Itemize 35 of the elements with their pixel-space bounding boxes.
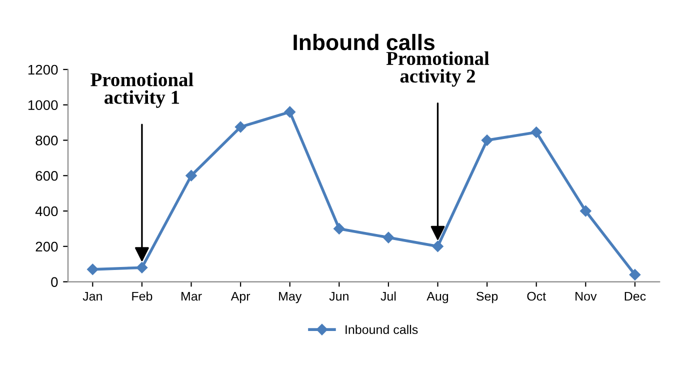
x-tick-label: Jul — [380, 292, 396, 301]
point — [87, 264, 98, 275]
point — [284, 106, 296, 118]
point — [186, 170, 197, 182]
x-tick-label: Jun — [329, 292, 348, 301]
point — [481, 134, 493, 146]
point — [234, 121, 246, 133]
annotation: Promotional activity 1 — [90, 72, 194, 108]
point — [530, 126, 542, 138]
x-tick-label: Aug — [426, 292, 448, 304]
x-tick-label: Mar — [182, 292, 202, 301]
x-tick-label: Nov — [576, 292, 597, 301]
x-tick-label: Sep — [476, 292, 498, 304]
point — [432, 240, 444, 252]
x-tick-label: Oct — [527, 292, 546, 301]
y-tick-label: 200 — [36, 242, 58, 252]
point — [382, 232, 394, 244]
x-tick-label: Feb — [132, 292, 152, 301]
y-tick-label: 0 — [51, 277, 58, 287]
y-tick-label: 1000 — [28, 100, 58, 110]
x-tick-label: Dec — [624, 292, 646, 301]
y-tick-label: 800 — [36, 136, 58, 146]
point — [629, 269, 641, 280]
x-tick-label: May — [279, 292, 302, 304]
x-tick-label: Jan — [82, 292, 102, 301]
x-tick-label: Apr — [230, 292, 250, 304]
point — [136, 262, 148, 274]
y-tick-label: 400 — [35, 206, 58, 216]
y-tick-label: 600 — [36, 170, 58, 181]
annotation: Promotional activity 2 — [386, 51, 490, 87]
legend-label: Inbound calls — [346, 324, 418, 334]
point — [334, 223, 345, 234]
chart-title: Inbound calls — [294, 34, 435, 50]
point — [580, 205, 592, 217]
y-tick-label: 1200 — [28, 64, 58, 75]
